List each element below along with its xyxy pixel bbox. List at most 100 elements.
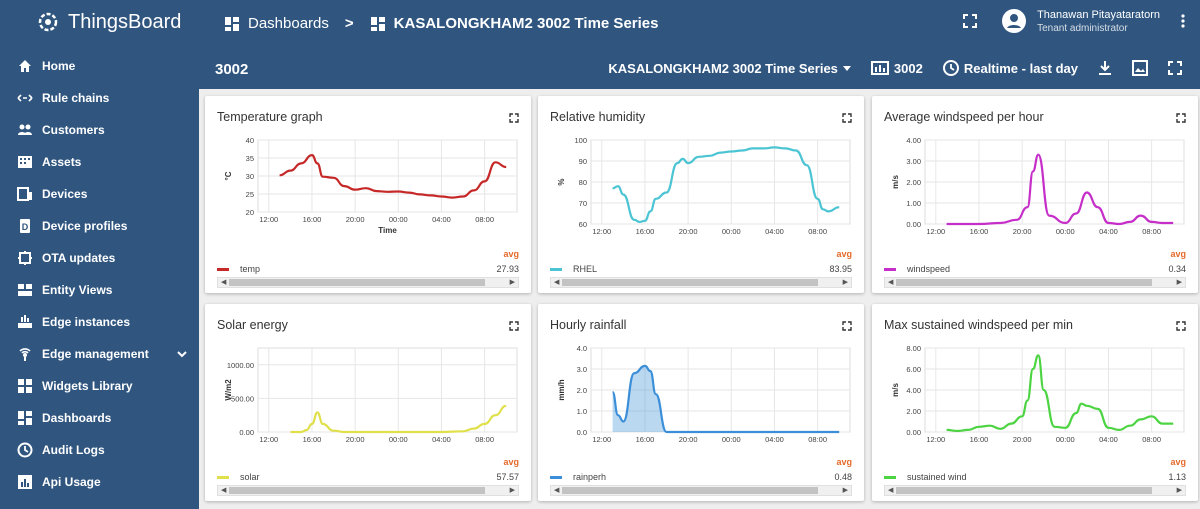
x-tick-label: 12:00 (592, 435, 611, 444)
legend-scrollbar[interactable]: ◀ ▶ (217, 485, 519, 496)
y-axis-label: °C (224, 171, 233, 180)
legend-scrollbar[interactable]: ◀ ▶ (884, 485, 1186, 496)
legend-label: sustained wind (907, 472, 967, 482)
scrollbar-thumb[interactable] (896, 487, 1152, 494)
dashboard-toolbar: 3002 KASALONGKHAM2 3002 Time Series 3002… (199, 50, 1200, 89)
x-tick-label: 16:00 (303, 215, 322, 224)
fullscreen-icon[interactable] (509, 113, 519, 123)
breadcrumb: Dashboards > KASALONGKHAM2 3002 Time Ser… (224, 15, 658, 32)
x-tick-label: 16:00 (970, 435, 989, 444)
sidebar-item-edge-instances[interactable]: Edge instances (0, 306, 199, 338)
series-line-sustained-wind[interactable] (946, 354, 1174, 433)
legend[interactable]: sustained wind 1.13 (884, 472, 1186, 484)
scroll-right-icon[interactable]: ▶ (509, 487, 515, 494)
legend[interactable]: solar 57.57 (217, 472, 519, 484)
legend-swatch (217, 268, 229, 271)
sidebar-item-audit-logs[interactable]: Audit Logs (0, 434, 199, 466)
legend-scrollbar[interactable]: ◀ ▶ (550, 485, 852, 496)
legend-scrollbar[interactable]: ◀ ▶ (550, 277, 852, 288)
x-tick-label: 16:00 (303, 435, 322, 444)
legend[interactable]: windspeed 0.34 (884, 264, 1186, 276)
more-vert-icon[interactable] (1180, 13, 1186, 29)
series-line-solar[interactable] (290, 404, 507, 434)
image-export-icon[interactable] (1132, 60, 1148, 76)
sidebar-item-label: Devices (42, 187, 88, 201)
avatar-icon[interactable] (1001, 8, 1027, 34)
clock-icon (942, 60, 959, 76)
sidebar-item-label: Assets (42, 155, 82, 169)
breadcrumb-root-link[interactable]: Dashboards (248, 15, 329, 32)
sidebar-item-device-profiles[interactable]: D Device profiles (0, 210, 199, 242)
legend-swatch (884, 268, 896, 271)
logo-text: ThingsBoard (68, 10, 182, 33)
sidebar-item-api-usage[interactable]: Api Usage (0, 466, 199, 498)
dashboards-icon (225, 16, 239, 31)
sidebar-item-customers[interactable]: Customers (0, 114, 199, 146)
fullscreen-icon[interactable] (842, 113, 852, 123)
sidebar-item-edge-management[interactable]: Edge management (0, 338, 199, 370)
sidebar-item-label: Edge instances (42, 315, 131, 329)
scrollbar-thumb[interactable] (229, 279, 485, 286)
sidebar-item-widgets-library[interactable]: Widgets Library (0, 370, 199, 402)
scroll-left-icon[interactable]: ◀ (554, 279, 560, 286)
legend[interactable]: temp 27.93 (217, 264, 519, 276)
scroll-left-icon[interactable]: ◀ (888, 487, 894, 494)
y-tick-label: 90 (579, 157, 587, 166)
logo[interactable]: ThingsBoard (34, 9, 181, 35)
scroll-right-icon[interactable]: ▶ (1176, 279, 1182, 286)
x-tick-label: 12:00 (926, 227, 945, 236)
legend-scrollbar[interactable]: ◀ ▶ (884, 277, 1186, 288)
fullscreen-dashboard-icon[interactable] (1168, 61, 1182, 75)
scrollbar-thumb[interactable] (562, 487, 818, 494)
legend-scrollbar[interactable]: ◀ ▶ (217, 277, 519, 288)
entity-alias-button[interactable]: 3002 (870, 61, 923, 76)
legend[interactable]: RHEL 83.95 (550, 264, 852, 276)
series-line-windspeed[interactable] (946, 153, 1174, 226)
scroll-left-icon[interactable]: ◀ (554, 487, 560, 494)
scroll-left-icon[interactable]: ◀ (221, 487, 227, 494)
entity-icon (870, 61, 889, 75)
scroll-right-icon[interactable]: ▶ (842, 279, 848, 286)
sidebar-item-assets[interactable]: Assets (0, 146, 199, 178)
timewindow-label: Realtime - last day (963, 60, 1078, 76)
fullscreen-icon[interactable] (509, 321, 519, 331)
avg-header: avg (503, 457, 519, 467)
chevron-down-icon[interactable] (177, 350, 187, 358)
scrollbar-thumb[interactable] (229, 487, 485, 494)
scroll-left-icon[interactable]: ◀ (888, 279, 894, 286)
fullscreen-icon[interactable] (1176, 321, 1186, 331)
scroll-right-icon[interactable]: ▶ (1176, 487, 1182, 494)
sidebar-item-dashboards[interactable]: Dashboards (0, 402, 199, 434)
download-icon[interactable] (1098, 60, 1112, 76)
user-info[interactable]: Thanawan Pitayataratorn Tenant administr… (1037, 8, 1160, 34)
sidebar-item-rule-chains[interactable]: Rule chains (0, 82, 199, 114)
scroll-right-icon[interactable]: ▶ (509, 279, 515, 286)
dashboard-select[interactable]: KASALONGKHAM2 3002 Time Series (608, 61, 851, 76)
sidebar-item-entity-views[interactable]: Entity Views (0, 274, 199, 306)
sidebar-item-label: Device profiles (42, 219, 128, 233)
scrollbar-thumb[interactable] (562, 279, 818, 286)
y-tick-label: 25 (246, 190, 254, 199)
y-tick-label: 8.00 (906, 344, 921, 353)
sidebar-item-home[interactable]: Home (0, 50, 199, 82)
series-line-rainperh[interactable] (611, 364, 840, 434)
y-tick-label: 40 (246, 136, 254, 145)
sidebar-item-devices[interactable]: Devices (0, 178, 199, 210)
timewindow-button[interactable]: Realtime - last day (942, 60, 1078, 76)
fullscreen-icon[interactable] (1176, 113, 1186, 123)
legend[interactable]: rainperh 0.48 (550, 472, 852, 484)
chart-plot: 20 25 30 35 40 12:00 16:00 20:00 00:00 04:00 08:00… (224, 136, 518, 235)
chart-plot: 0.00 2.00 4.00 6.00 8.00 12:00 16:00 20:00 00:00… (891, 344, 1185, 444)
scroll-left-icon[interactable]: ◀ (221, 279, 227, 286)
scroll-right-icon[interactable]: ▶ (842, 487, 848, 494)
sidebar-item-ota-updates[interactable]: OTA updates (0, 242, 199, 274)
series-line-RHEL[interactable] (612, 146, 840, 223)
series-line-temp[interactable] (279, 154, 507, 199)
scrollbar-thumb[interactable] (896, 279, 1152, 286)
fullscreen-icon[interactable] (842, 321, 852, 331)
widget-average-windspeed: Average windspeed per hour avg windspeed 0.… (872, 96, 1198, 293)
series-area (612, 365, 840, 432)
fullscreen-icon[interactable] (963, 14, 978, 28)
x-tick-label: 20:00 (1013, 435, 1032, 444)
